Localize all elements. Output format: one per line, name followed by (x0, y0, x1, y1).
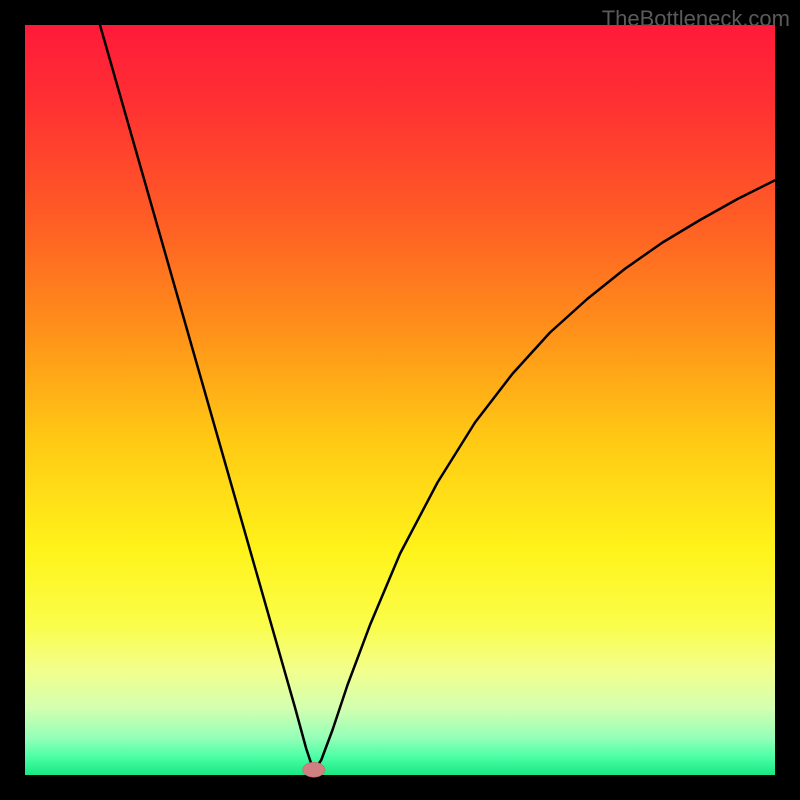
watermark-text: TheBottleneck.com (602, 6, 790, 32)
bottleneck-chart: TheBottleneck.com (0, 0, 800, 800)
chart-svg (0, 0, 800, 800)
chart-gradient-background (25, 25, 775, 775)
optimal-point-marker (303, 762, 326, 777)
